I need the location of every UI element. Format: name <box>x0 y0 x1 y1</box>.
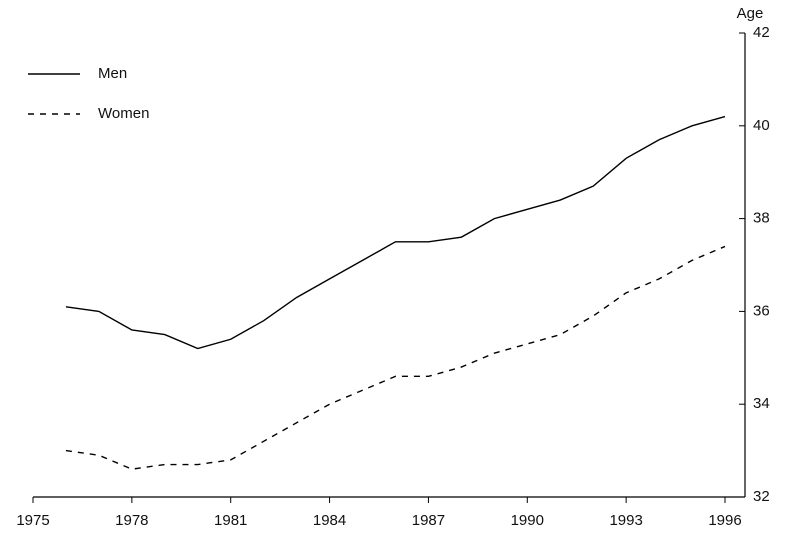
x-tick-label: 1996 <box>708 512 741 529</box>
y-tick-label: 34 <box>753 395 770 412</box>
x-tick-label: 1984 <box>313 512 346 529</box>
x-tick-label: 1981 <box>214 512 247 529</box>
legend-label: Women <box>98 105 149 122</box>
x-tick-label: 1978 <box>115 512 148 529</box>
legend-label: Men <box>98 65 127 82</box>
x-tick-label: 1990 <box>511 512 544 529</box>
y-tick-label: 36 <box>753 302 770 319</box>
y-tick-label: 32 <box>753 488 770 505</box>
y-axis-label: Age <box>737 5 764 22</box>
series-line <box>65 115 726 350</box>
x-tick-label: 1993 <box>609 512 642 529</box>
y-tick-label: 42 <box>753 24 770 41</box>
series-line <box>65 245 726 470</box>
x-tick-label: 1975 <box>16 512 49 529</box>
y-tick-label: 40 <box>753 117 770 134</box>
y-tick-label: 38 <box>753 210 770 227</box>
x-tick-label: 1987 <box>412 512 445 529</box>
